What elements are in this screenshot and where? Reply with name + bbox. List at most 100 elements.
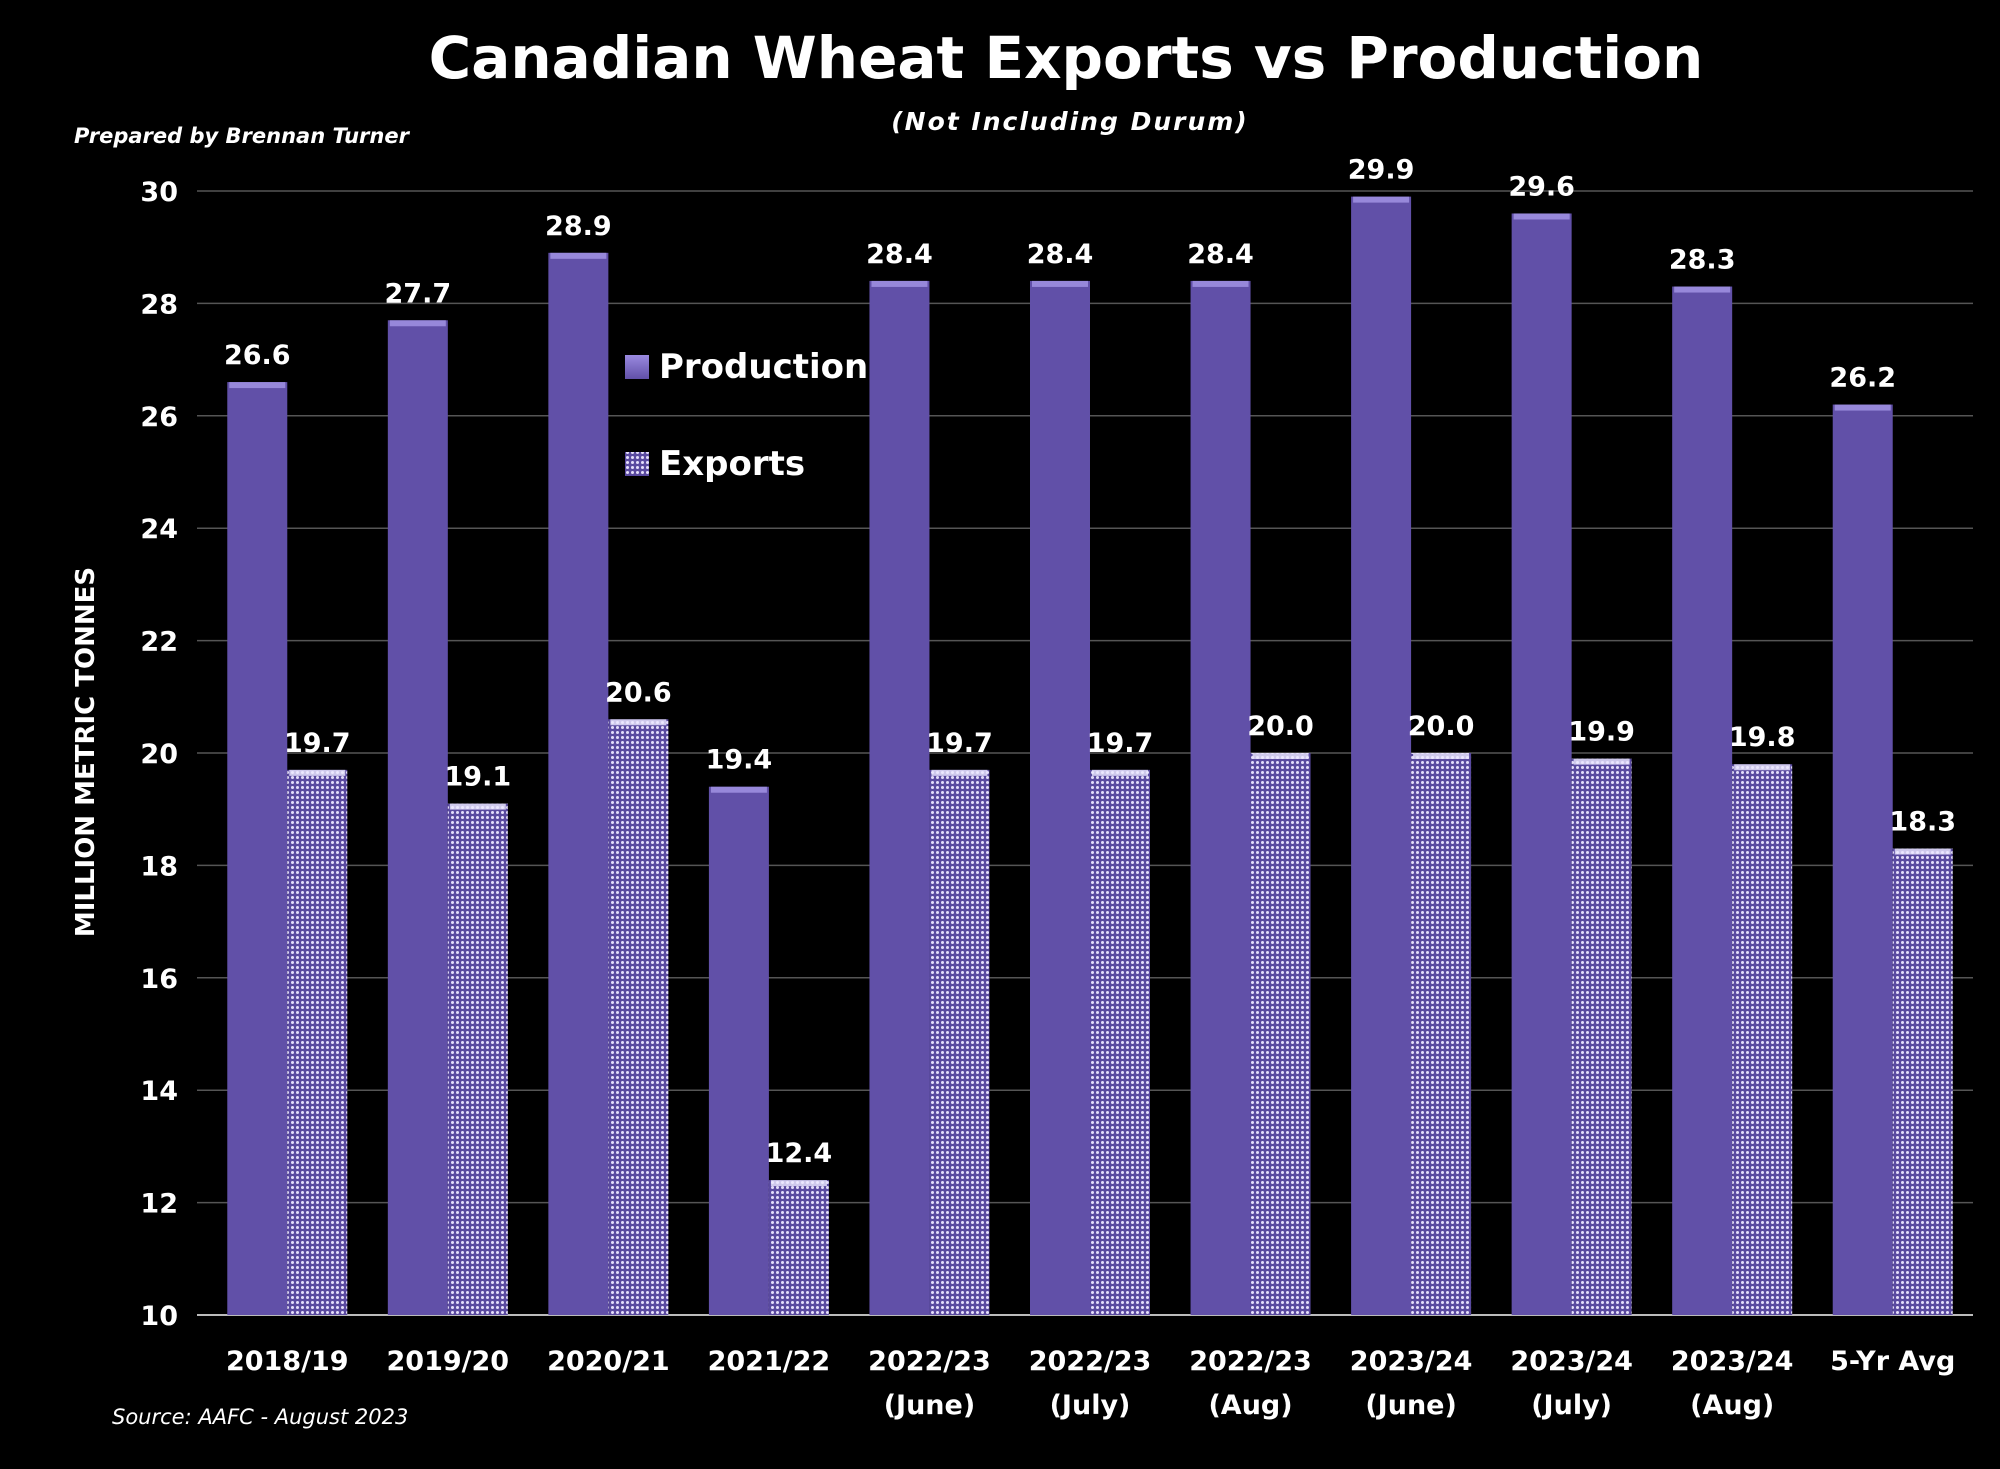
bar-production-body [1351,196,1412,1315]
bar-top-highlight [1353,196,1410,203]
bar-production-body [1030,280,1090,1315]
credit-text: Prepared by Brennan Turner [74,124,411,148]
x-tick-label: (Aug) [1690,1390,1774,1421]
x-tick-label: (Aug) [1208,1390,1292,1421]
data-label: 19.7 [1087,728,1154,759]
bar-exports-body [608,719,669,1315]
y-axis-title: MILLION METRIC TONNES [71,567,101,937]
bar-exports-body [768,1180,829,1315]
bar-production-body [227,382,288,1316]
bar-top-highlight [389,320,446,327]
source-text: Source: AAFC - August 2023 [112,1405,408,1429]
x-tick-label: (July) [1050,1390,1131,1421]
bar-exports: 19.7 [926,728,993,1315]
data-label: 19.4 [706,745,773,776]
data-label: 19.7 [284,728,351,759]
bar-exports: 20.0 [1408,711,1475,1315]
y-tick-label: 10 [140,1301,178,1332]
y-tick-label: 28 [140,289,178,320]
bar-exports: 19.8 [1729,722,1796,1315]
bar-top-highlight [610,719,667,726]
bar-production-body [1511,213,1572,1316]
bar-production: 26.2 [1829,363,1896,1315]
bar-exports: 19.9 [1568,717,1635,1315]
bar-exports: 20.6 [605,677,672,1315]
bar-top-highlight [229,382,286,389]
bar-exports: 19.7 [1087,728,1154,1315]
y-tick-label: 26 [140,402,178,433]
bar-exports-body [1250,753,1311,1315]
bar-production: 19.4 [706,745,773,1315]
legend-swatch-production [625,355,649,379]
data-label: 28.3 [1669,245,1736,276]
x-tick-label: 2023/24 [1671,1346,1794,1377]
y-tick-label: 16 [140,964,178,995]
bar-top-highlight [710,786,767,793]
data-label: 27.7 [385,278,452,309]
bar-exports: 19.1 [445,762,512,1315]
chart-subtitle: (Not Including Durum) [891,107,1248,136]
x-tick-label: 2022/23 [868,1346,991,1377]
bar-exports-body [1090,769,1150,1315]
data-label: 20.0 [1408,711,1475,742]
bar-top-highlight [1252,753,1309,759]
bar-top-highlight [449,803,506,810]
bar-top-highlight [1032,280,1088,287]
data-label: 19.9 [1568,717,1635,748]
data-label: 12.4 [766,1138,833,1169]
data-label: 28.4 [866,239,933,270]
x-tick-label: 2018/19 [226,1346,349,1377]
bar-production: 28.4 [1027,239,1094,1315]
bar-exports-body [287,769,348,1315]
bar-top-highlight [1573,758,1630,765]
x-tick-label: 2022/23 [1189,1346,1312,1377]
bar-exports-body [1411,753,1472,1315]
x-tick-label: (June) [884,1390,975,1421]
bar-top-highlight [871,280,928,287]
data-label: 26.6 [224,340,291,371]
data-label: 26.2 [1829,363,1896,394]
data-label: 28.4 [1187,239,1254,270]
data-label: 20.0 [1247,711,1314,742]
data-label: 19.8 [1729,722,1796,753]
bar-production-body [708,786,769,1315]
data-label: 28.9 [545,211,612,242]
y-tick-label: 22 [140,627,178,658]
bar-exports-body [1571,758,1632,1315]
bar-top-highlight [1674,286,1731,293]
bar-production: 28.4 [1187,239,1254,1315]
bar-top-highlight [931,769,988,776]
legend-swatch-exports [625,452,649,476]
bar-production: 29.9 [1348,155,1415,1315]
x-tick-label: 5-Yr Avg [1830,1346,1955,1377]
bar-top-highlight [1894,848,1951,855]
bar-top-highlight [1413,753,1470,759]
legend-label-production: Production [659,347,868,387]
y-tick-label: 18 [140,851,178,882]
bar-exports-body [929,769,990,1315]
bar-exports: 18.3 [1889,807,1956,1315]
data-label: 29.9 [1348,155,1415,186]
data-label: 20.6 [605,677,672,708]
bar-exports-body [1732,764,1793,1315]
legend: Production Exports [625,347,868,484]
bar-exports-body [447,803,508,1315]
legend-label-exports: Exports [659,444,805,484]
bar-exports: 20.0 [1247,711,1314,1315]
bar-top-highlight [770,1180,827,1187]
x-tick-label: (July) [1531,1390,1612,1421]
y-tick-label: 20 [140,739,178,770]
data-label: 28.4 [1027,239,1094,270]
bar-production-body [869,280,930,1315]
bar-production: 27.7 [385,278,452,1315]
data-label: 19.7 [926,728,993,759]
x-tick-label: 2022/23 [1029,1346,1152,1377]
bar-exports: 12.4 [766,1138,833,1315]
x-tick-label: 2019/20 [387,1346,510,1377]
bar-production: 28.9 [545,211,612,1315]
bar-exports: 19.7 [284,728,351,1315]
y-tick-label: 24 [140,514,178,545]
bar-top-highlight [1513,213,1570,220]
bar-production: 28.4 [866,239,933,1315]
data-label: 19.1 [445,762,512,793]
